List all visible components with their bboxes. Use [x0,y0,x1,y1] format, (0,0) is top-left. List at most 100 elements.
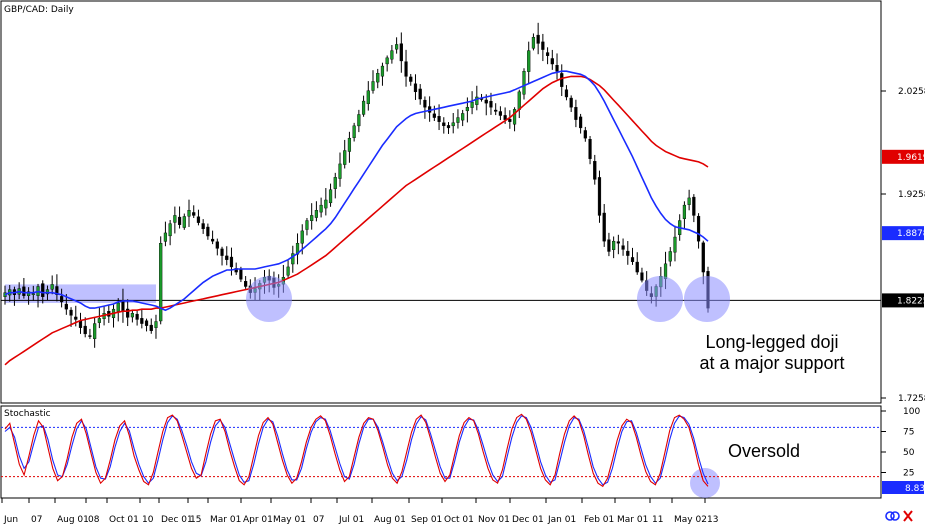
candle [163,221,168,247]
candle [494,103,498,116]
candle [640,267,644,283]
svg-text:1.8225: 1.8225 [897,296,925,306]
candle [409,73,413,86]
candle [22,277,26,299]
x-tick-label: Sep 01 [411,515,442,525]
x-tick-label: 08 [88,515,100,525]
x-tick-label: 10 [142,515,154,525]
support-test-circle [246,276,292,322]
candle [616,234,620,255]
x-tick-label: Dec 01 [161,515,193,525]
doji-annotation-line1: Long-legged doji [705,332,838,352]
candle [564,85,569,101]
candle [607,232,611,257]
candle [376,68,380,89]
candle [602,204,606,247]
stochastic-tick-label: 25 [903,469,914,479]
candle [168,220,172,246]
x-tick-label: Nov 01 [478,515,510,525]
oversold-annotation: Oversold [728,441,800,461]
candle [357,109,361,133]
support-test-circle [684,276,730,322]
candle [159,236,163,325]
close-icon[interactable] [903,510,913,522]
candle [588,136,592,165]
candle [380,62,385,86]
support-test-circle [637,276,683,322]
candle [498,106,503,121]
x-tick-label: May 02 [674,515,707,525]
x-tick-label: Aug 01 [57,515,89,525]
candle [220,246,224,266]
candle [187,199,191,227]
stochastic-d-line [4,415,709,486]
candle [130,310,134,323]
candle [668,247,672,267]
candle [390,45,394,64]
candle [583,126,587,142]
candle [192,205,196,219]
stochastic-title: Stochastic [4,409,51,419]
candle [154,314,158,339]
candle [522,68,526,100]
candle [531,33,536,51]
candle [97,306,101,329]
candle [692,194,696,223]
candle [423,96,427,119]
candle [418,84,422,105]
candle [60,288,64,308]
x-tick-label: 15 [190,515,201,525]
candle [442,117,446,134]
candle [182,213,186,230]
candle [50,275,54,295]
candle [371,70,375,94]
candle [93,317,97,348]
candle [83,317,87,338]
candle [560,64,564,97]
candle [149,318,153,334]
candle [41,280,45,304]
y-tick-label: 1.7258 [898,394,925,404]
candle [206,223,210,240]
price-tag: 1.8225 [882,293,925,308]
candle [673,225,677,262]
candle [545,47,550,65]
svg-text:1.9619: 1.9619 [897,153,925,163]
candle [347,131,352,163]
candle [574,99,578,128]
x-tick-label: Aug 01 [374,515,406,525]
candle [404,49,408,87]
candle [314,201,318,222]
ma-blue-line [4,70,709,312]
svg-text:1.8878: 1.8878 [897,229,925,239]
candle [432,105,436,121]
candle [597,170,602,223]
candle [475,85,479,111]
link-icon[interactable] [885,511,900,521]
candle [612,236,616,259]
candle [88,328,92,339]
candle [508,110,512,129]
candle [310,203,314,230]
candle [135,309,139,326]
x-tick-label: May 01 [273,515,306,525]
stochastic-value-tag: 8.83 [882,481,925,494]
x-tick-label: Jan 01 [547,515,576,525]
y-tick-label: 1.9258 [898,190,925,200]
candle [579,113,583,134]
candle [413,74,418,100]
candle [451,113,455,134]
x-tick-label: Oct 01 [444,515,474,525]
x-tick-label: Mar 01 [617,515,648,525]
candle [593,154,597,185]
x-tick-label: Apr 01 [243,515,273,525]
chart-title-bg [2,2,76,15]
candle [144,318,149,332]
candle [399,32,403,73]
candle [210,230,215,245]
candle [395,37,399,54]
candle [682,201,687,230]
candle [291,245,295,273]
x-tick-label: 07 [313,515,324,525]
